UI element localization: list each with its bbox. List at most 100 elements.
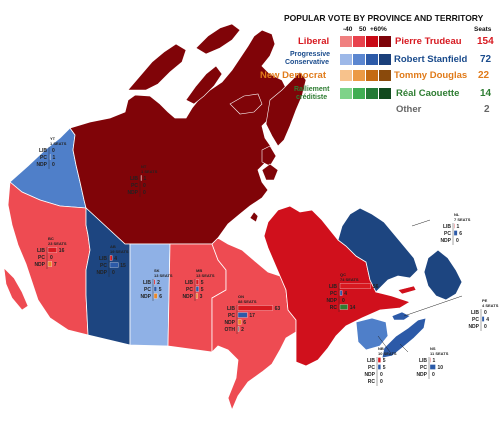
region-name: YT	[50, 136, 56, 141]
region-seats-count: 13 SEATS	[196, 273, 215, 278]
region-seat-value: 3	[200, 294, 203, 300]
region-party-label: LIB	[419, 358, 427, 364]
legend-swatch	[353, 36, 365, 47]
region-party-label: LIB	[367, 358, 375, 364]
region-seat-value: 5	[159, 287, 162, 293]
region-seat-value: 0	[52, 162, 55, 168]
region-seat-value: 6	[159, 294, 162, 300]
region-seat-bar	[195, 286, 199, 292]
legend-seats-other: 2	[484, 104, 490, 115]
legend-swatches-pc	[340, 54, 391, 65]
region-pe	[391, 311, 411, 321]
region-seat-value: 15	[120, 263, 126, 269]
region-name: NL	[454, 212, 460, 217]
region-seat-value: 0	[143, 183, 146, 189]
region-party-label: NDP	[127, 190, 138, 196]
region-seats-count: 10 SEATS	[378, 351, 397, 356]
region-seat-value: 0	[456, 238, 459, 244]
legend-swatch	[366, 36, 378, 47]
region-name: AB	[110, 244, 116, 249]
region-seat-value: 4	[344, 291, 347, 297]
region-party-label: OTH	[224, 327, 235, 333]
legend-swatch	[379, 54, 391, 65]
legend-swatches-rc	[340, 88, 391, 99]
belcher-islands	[249, 211, 259, 223]
legend-title: POPULAR VOTE BY PROVINCE AND TERRITORY	[284, 13, 484, 23]
region-seat-bar	[237, 326, 240, 332]
region-party-label: LIB	[443, 224, 451, 230]
legend-leader-ndp: Tommy Douglas	[394, 70, 467, 81]
anticosti-island	[397, 285, 417, 295]
region-seats-count: 1 SEATS	[141, 169, 158, 174]
region-nb	[355, 317, 389, 351]
region-name: QC	[340, 272, 346, 277]
region-seat-bar	[49, 154, 51, 160]
region-seats-count: 4 SEATS	[482, 303, 499, 308]
region-party-label: NDP	[140, 294, 151, 300]
region-party-label: PC	[472, 317, 479, 323]
region-nl-labrador	[337, 207, 419, 293]
region-seat-bar	[47, 261, 52, 267]
region-seat-bar	[195, 293, 198, 299]
region-party-label: PC	[40, 155, 47, 161]
region-party-label: PC	[186, 287, 193, 293]
region-party-label: PC	[330, 291, 337, 297]
legend-leader-pc: Robert Stanfield	[394, 54, 468, 65]
region-seat-value: 1	[144, 176, 147, 182]
region-seat-bar	[429, 364, 436, 370]
region-seat-bar	[47, 247, 57, 253]
region-name: NB	[378, 346, 384, 351]
legend-party-other: Other	[396, 104, 422, 115]
region-seats-count: 23 SEATS	[48, 241, 67, 246]
vancouver-island	[3, 267, 29, 311]
region-party-label: PC	[131, 183, 138, 189]
region-party-label: LIB	[37, 248, 45, 254]
region-party-label: PC	[228, 313, 235, 319]
region-party-label: NDP	[364, 372, 375, 378]
region-seat-bar	[339, 283, 371, 289]
legend-swatch	[353, 70, 365, 81]
region-seat-value: 10	[438, 365, 444, 371]
region-seat-value: 5	[201, 280, 204, 286]
region-party-label: LIB	[143, 280, 151, 286]
region-seat-bar	[140, 175, 142, 181]
region-seat-bar	[109, 255, 113, 261]
region-seat-value: 0	[342, 298, 345, 304]
region-party-label: PC	[420, 365, 427, 371]
region-name: MB	[196, 268, 202, 273]
region-party-label: NDP	[34, 262, 45, 268]
region-seat-value: 0	[143, 190, 146, 196]
legend-swatch	[379, 70, 391, 81]
region-seat-value: 0	[380, 379, 383, 385]
legend-leader-liberal: Pierre Trudeau	[395, 36, 462, 47]
region-seat-bar	[377, 357, 381, 363]
region-seat-value: 0	[484, 310, 487, 316]
region-seat-value: 5	[383, 365, 386, 371]
region-seat-value: 0	[380, 372, 383, 378]
legend-party-pc-line1: Progressive	[290, 51, 330, 58]
region-seat-value: 5	[383, 358, 386, 364]
region-party-label: NDP	[182, 294, 193, 300]
region-party-label: LIB	[227, 306, 235, 312]
region-party-label: LIB	[99, 256, 107, 262]
region-seat-value: 4	[114, 256, 117, 262]
legend-party-liberal: Liberal	[298, 36, 329, 47]
region-seat-value: 2	[241, 327, 244, 333]
region-party-label: LIB	[130, 176, 138, 182]
region-seat-value: 56	[373, 284, 379, 290]
region-seat-bar	[195, 279, 199, 285]
legend-party-rc-line2: créditiste	[296, 94, 327, 101]
legend-seats-rc: 14	[480, 88, 492, 99]
region-seat-bar	[429, 357, 431, 363]
region-seat-value: 0	[432, 372, 435, 378]
region-party-label: NDP	[326, 298, 337, 304]
legend-seats-ndp: 22	[478, 70, 490, 81]
arctic-island-4	[229, 93, 263, 115]
arctic-island-2	[185, 65, 223, 105]
legend-party-pc-line2: Conservative	[285, 59, 329, 66]
region-name: PE	[482, 298, 488, 303]
